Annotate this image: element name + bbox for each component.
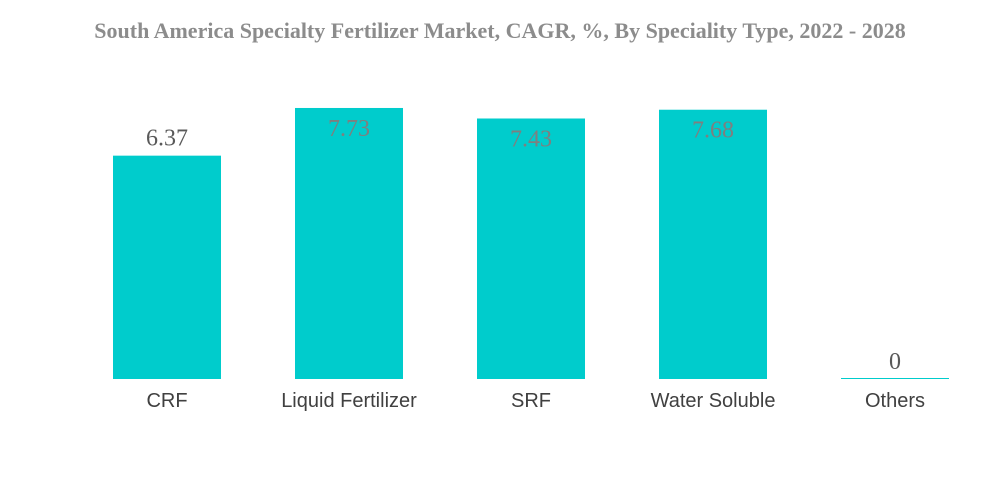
- value-label-water-soluble: 7.68: [692, 118, 734, 144]
- category-label-others: Others: [865, 390, 925, 412]
- bar-crf: [113, 155, 221, 379]
- chart-title: South America Specialty Fertilizer Marke…: [94, 18, 906, 43]
- category-label-water-soluble: Water Soluble: [651, 390, 776, 412]
- bar-water-soluble: [659, 109, 767, 380]
- value-label-crf: 6.37: [146, 126, 188, 152]
- value-label-others: 0: [889, 349, 901, 375]
- value-labels-layer: 6.37 7.73 7.43 7.68 0: [146, 116, 901, 375]
- category-labels-layer: CRF Liquid Fertilizer SRF Water Soluble Othe…: [146, 390, 925, 412]
- category-label-liquid-fertilizer: Liquid Fertilizer: [281, 390, 417, 412]
- category-label-crf: CRF: [146, 390, 187, 412]
- bars-layer: [113, 107, 949, 380]
- bar-liquid-fertilizer: [295, 107, 403, 379]
- value-label-liquid-fertilizer: 7.73: [328, 116, 370, 142]
- bar-srf: [477, 118, 585, 379]
- value-label-srf: 7.43: [510, 126, 552, 152]
- category-label-srf: SRF: [511, 390, 551, 412]
